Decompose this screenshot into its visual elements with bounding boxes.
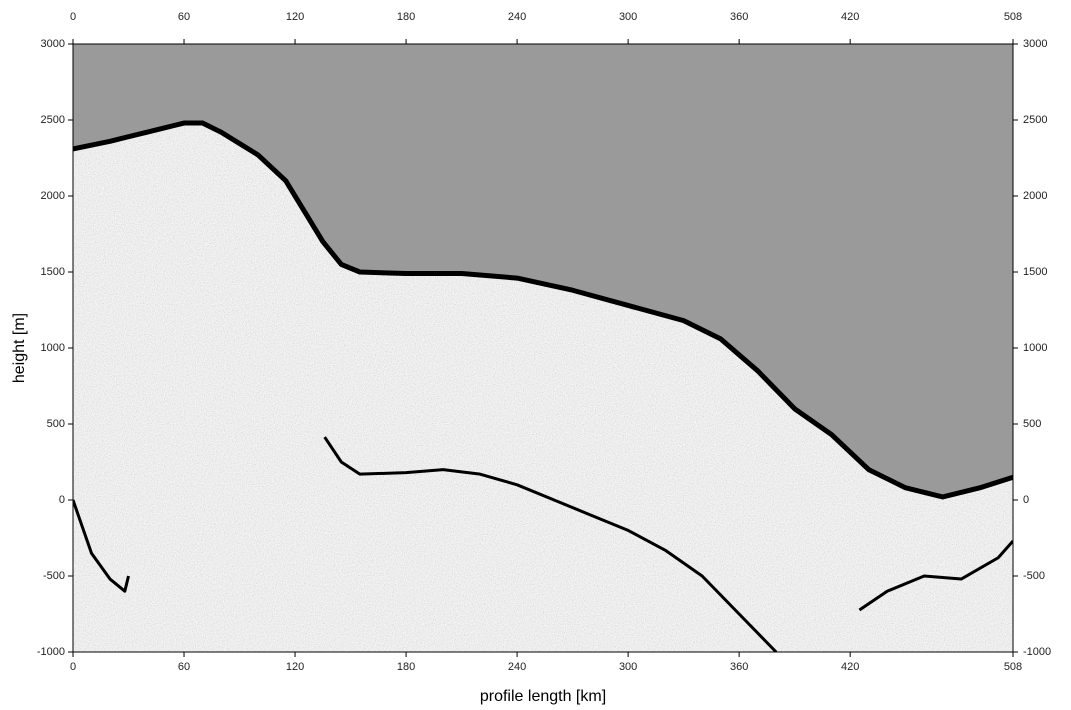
y-tick-label: 0	[59, 494, 65, 506]
x-tick-label-top: 120	[286, 11, 304, 23]
x-tick-label-top: 300	[619, 11, 637, 23]
y-tick-label-right: 1500	[1023, 266, 1047, 278]
y-tick-label: 1000	[41, 342, 65, 354]
y-tick-label-right: 1000	[1023, 342, 1047, 354]
page: {"chart_data": {"type": "line", "x_label…	[0, 0, 1071, 710]
y-tick-label-right: -1000	[1023, 646, 1051, 658]
x-tick-label-top: 240	[508, 11, 526, 23]
x-axis-label: profile length [km]	[480, 688, 606, 705]
x-tick-label-top: 0	[70, 11, 76, 23]
y-tick-label-right: 0	[1023, 494, 1029, 506]
x-tick-label: 120	[286, 661, 304, 673]
x-tick-label-top: 420	[841, 11, 859, 23]
y-tick-label: -500	[43, 570, 65, 582]
x-tick-label-top: 60	[178, 11, 190, 23]
x-tick-label: 300	[619, 661, 637, 673]
y-axis-label: height [m]	[11, 313, 28, 383]
chart: profile length [km] height [m] 0 0 60 60 120…	[0, 0, 1071, 710]
x-tick-label-top: 180	[397, 11, 415, 23]
x-tick-label: 508	[1004, 661, 1022, 673]
y-tick-label-right: 2000	[1023, 190, 1047, 202]
x-tick-label: 60	[178, 661, 190, 673]
x-tick-label: 0	[70, 661, 76, 673]
y-tick-label: 2500	[41, 114, 65, 126]
y-tick-label-right: 500	[1023, 418, 1041, 430]
y-tick-label: 1500	[41, 266, 65, 278]
x-tick-label-top: 360	[730, 11, 748, 23]
x-tick-label: 360	[730, 661, 748, 673]
x-tick-label: 420	[841, 661, 859, 673]
y-tick-label-right: 2500	[1023, 114, 1047, 126]
y-tick-label: 2000	[41, 190, 65, 202]
x-tick-label: 240	[508, 661, 526, 673]
y-tick-label-right: -500	[1023, 570, 1045, 582]
x-tick-label-top: 508	[1004, 11, 1022, 23]
y-tick-label: 3000	[41, 38, 65, 50]
y-tick-label-right: 3000	[1023, 38, 1047, 50]
y-tick-label: -1000	[37, 646, 65, 658]
y-tick-label: 500	[47, 418, 65, 430]
x-tick-label: 180	[397, 661, 415, 673]
